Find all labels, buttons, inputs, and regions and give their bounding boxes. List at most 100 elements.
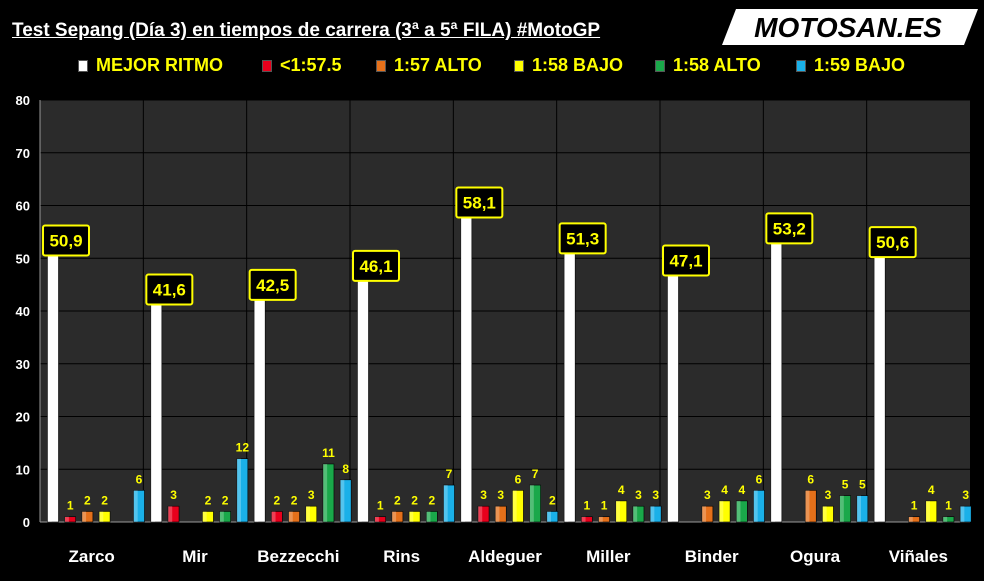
bar-value-label: 5 bbox=[859, 478, 866, 492]
bar-group bbox=[873, 254, 886, 523]
bar bbox=[219, 511, 231, 523]
category-label: Aldeguer bbox=[468, 547, 542, 566]
bar-group bbox=[925, 500, 938, 523]
bar-group bbox=[357, 278, 369, 523]
bar bbox=[408, 511, 421, 523]
bar-group bbox=[735, 500, 748, 523]
bar-value-label: 2 bbox=[291, 493, 298, 507]
best-value-label: 50,9 bbox=[49, 232, 82, 251]
bar-value-label: 6 bbox=[756, 472, 763, 486]
bar-group bbox=[856, 495, 869, 523]
bar-group bbox=[305, 505, 318, 523]
bar-highlight bbox=[81, 511, 87, 522]
bar-value-label: 2 bbox=[411, 493, 418, 507]
bar bbox=[822, 505, 834, 523]
bar bbox=[908, 516, 920, 523]
bar-group bbox=[615, 500, 628, 523]
category-label: Viñales bbox=[889, 547, 948, 566]
bar-group bbox=[425, 511, 438, 523]
bar bbox=[81, 511, 94, 523]
bar-value-label: 7 bbox=[446, 467, 453, 481]
category-label: Rins bbox=[383, 547, 420, 566]
bar-highlight bbox=[64, 516, 69, 522]
bar bbox=[477, 505, 490, 523]
motosan-logo: MOTOSAN.ES bbox=[722, 9, 978, 45]
bar-group bbox=[632, 505, 645, 523]
bar-value-label: 3 bbox=[170, 488, 177, 502]
bar bbox=[339, 479, 352, 523]
y-tick-label: 0 bbox=[23, 515, 30, 530]
bar-group bbox=[288, 511, 300, 523]
bar bbox=[615, 500, 628, 523]
best-value-box bbox=[248, 268, 297, 301]
bar-highlight bbox=[529, 485, 534, 522]
bar-highlight bbox=[856, 495, 862, 522]
bar-group bbox=[822, 505, 834, 523]
bar-highlight bbox=[374, 516, 379, 522]
bar-highlight bbox=[753, 490, 758, 522]
bar-highlight bbox=[701, 506, 707, 522]
bar-group bbox=[753, 490, 765, 523]
bar-value-label: 11 bbox=[322, 446, 335, 460]
category-label: Zarco bbox=[69, 547, 115, 566]
y-tick-label: 10 bbox=[16, 462, 30, 477]
bar-highlight bbox=[908, 516, 913, 522]
bar-value-label: 2 bbox=[84, 493, 91, 507]
bar bbox=[546, 511, 559, 523]
bar-highlight bbox=[495, 506, 500, 522]
bar-highlight bbox=[822, 506, 827, 522]
bar-value-label: 6 bbox=[136, 472, 143, 486]
best-value-label: 42,5 bbox=[256, 276, 289, 295]
bar-group bbox=[529, 484, 541, 523]
bar bbox=[735, 500, 748, 523]
bar-value-label: 2 bbox=[222, 493, 229, 507]
bar-highlight bbox=[874, 255, 879, 522]
bar-group bbox=[391, 511, 404, 523]
best-value-label: 46,1 bbox=[359, 257, 392, 276]
best-value-box bbox=[558, 222, 607, 255]
bar-group bbox=[804, 490, 817, 523]
bar bbox=[271, 511, 283, 523]
bar bbox=[133, 490, 145, 523]
bar bbox=[649, 505, 662, 523]
bar-group bbox=[598, 516, 610, 523]
bar-group bbox=[133, 490, 145, 523]
bar-highlight bbox=[546, 511, 552, 522]
category-label: Ogura bbox=[790, 547, 841, 566]
bar bbox=[701, 505, 714, 523]
bar-value-label: 1 bbox=[945, 499, 952, 513]
bar-group bbox=[47, 253, 59, 523]
bar-value-label: 1 bbox=[377, 499, 384, 513]
bar-group bbox=[443, 484, 455, 523]
best-value-label: 50,6 bbox=[876, 233, 909, 252]
bar-group bbox=[374, 516, 387, 523]
bar bbox=[942, 516, 955, 523]
bar-group bbox=[81, 511, 94, 523]
bar-highlight bbox=[150, 302, 156, 522]
bar-highlight bbox=[409, 511, 414, 522]
y-tick-label: 20 bbox=[16, 410, 30, 425]
bar-group bbox=[98, 511, 111, 523]
bar bbox=[925, 500, 938, 523]
bar-highlight bbox=[288, 511, 293, 522]
legend-swatch bbox=[514, 60, 524, 72]
bar-highlight bbox=[581, 516, 586, 522]
y-tick-label: 30 bbox=[16, 357, 30, 372]
bar-group bbox=[271, 511, 283, 523]
bar-group bbox=[908, 516, 920, 523]
best-value-box bbox=[868, 226, 917, 259]
bar-highlight bbox=[219, 511, 224, 522]
bar-group bbox=[236, 458, 249, 523]
legend-swatch bbox=[78, 60, 88, 72]
bar-highlight bbox=[478, 506, 483, 522]
bar-highlight bbox=[340, 479, 345, 522]
bar bbox=[856, 495, 869, 523]
legend-label: 1:57 ALTO bbox=[394, 55, 482, 75]
bar-group bbox=[339, 479, 352, 523]
best-value-box bbox=[352, 249, 400, 282]
bar-highlight bbox=[770, 241, 776, 522]
bar-highlight bbox=[960, 506, 965, 522]
bar bbox=[718, 500, 731, 523]
bar-value-label: 1 bbox=[911, 499, 918, 513]
bar-highlight bbox=[632, 506, 638, 522]
